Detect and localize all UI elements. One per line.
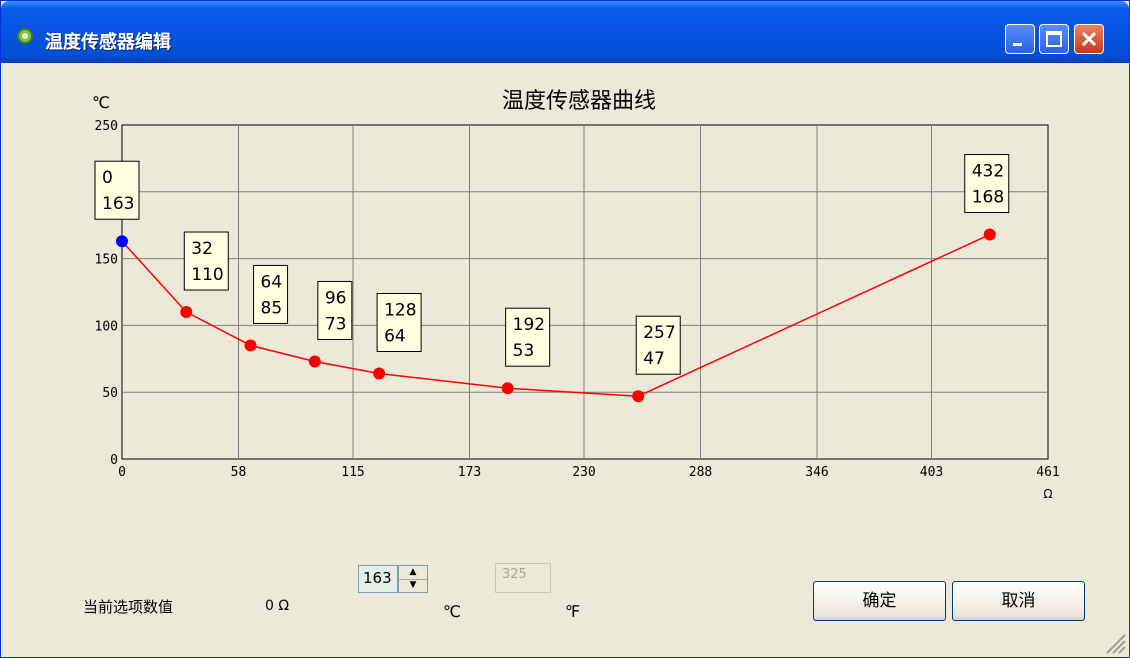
data-label-box (376, 292, 422, 352)
x-tick-label: 461 (1036, 465, 1059, 480)
data-point (308, 355, 321, 368)
x-tick-label: 230 (572, 465, 595, 480)
data-label-x: 257 (643, 323, 675, 343)
gear-icon (17, 28, 33, 44)
data-label-box (505, 307, 551, 367)
celsius-stepper[interactable]: ▲ ▼ (398, 565, 428, 593)
x-tick-label: 288 (689, 465, 712, 480)
y-tick-label: 0 (110, 453, 118, 468)
data-point (632, 390, 645, 403)
close-button[interactable] (1074, 24, 1104, 54)
data-point (244, 339, 257, 352)
data-label-x: 32 (191, 239, 213, 259)
y-tick-label: 150 (95, 253, 118, 268)
selected-data-point (116, 235, 128, 248)
celsius-unit: ℃ (443, 602, 461, 621)
x-tick-label: 115 (341, 465, 364, 480)
data-label-box (635, 315, 681, 375)
data-label-box (317, 280, 353, 340)
ok-button[interactable]: 确定 (813, 581, 946, 621)
x-tick-label: 0 (118, 465, 126, 480)
window-title: 温度传感器编辑 (45, 32, 171, 53)
celsius-input[interactable]: 163 (358, 565, 398, 593)
maximize-button[interactable] (1039, 24, 1069, 54)
y-tick-label: 100 (95, 319, 118, 334)
temperature-chart: 058115173230288346403461050100150200250温… (92, 89, 1060, 501)
data-label-x: 128 (384, 300, 416, 320)
data-label-y: 73 (325, 314, 347, 334)
data-label-y: 110 (191, 265, 223, 285)
data-point (180, 306, 193, 319)
y-tick-label: 50 (102, 386, 118, 401)
y-tick-label: 250 (95, 119, 118, 134)
x-tick-label: 58 (231, 465, 247, 480)
data-label-box (253, 264, 289, 324)
maximize-icon (1040, 25, 1068, 53)
x-tick-label: 346 (805, 465, 828, 480)
minimize-icon (1006, 25, 1034, 53)
data-label-y: 53 (513, 341, 535, 361)
data-label-y: 163 (102, 194, 134, 214)
current-value-label: 当前选项数值 (83, 598, 174, 616)
chart-title: 温度传感器曲线 (502, 89, 656, 114)
series-line (121, 233, 991, 397)
stepper-down-icon[interactable]: ▼ (409, 580, 417, 590)
data-label-y: 168 (972, 188, 1004, 208)
fahrenheit-input: 325 (495, 563, 551, 593)
data-label-y: 47 (643, 349, 665, 369)
ohm-value: 0 Ω (265, 598, 290, 614)
data-label-x: 64 (261, 272, 283, 292)
data-label-y: 64 (384, 326, 406, 346)
minimize-button[interactable] (1005, 24, 1035, 54)
stepper-up-icon[interactable]: ▲ (399, 566, 427, 580)
cancel-button[interactable]: 取消 (952, 581, 1085, 621)
resize-grip-icon[interactable] (1101, 629, 1127, 655)
data-label-box (94, 160, 140, 220)
data-label-x: 0 (102, 168, 113, 188)
data-point (983, 228, 996, 241)
data-label-box (183, 231, 229, 291)
fahrenheit-unit: ℉ (565, 602, 581, 621)
x-tick-label: 403 (920, 465, 943, 480)
data-label-box (964, 154, 1010, 214)
data-label-x: 432 (972, 162, 1004, 182)
data-point (373, 367, 386, 380)
y-axis-label: ℃ (92, 93, 110, 112)
data-label-x: 96 (325, 288, 347, 308)
title-bar[interactable]: 温度传感器编辑 (1, 1, 1129, 63)
x-tick-label: 173 (458, 465, 481, 480)
data-point (501, 382, 514, 395)
x-axis-label: Ω (1043, 487, 1052, 501)
close-icon (1075, 25, 1103, 53)
data-label-x: 192 (513, 315, 545, 335)
data-label-y: 85 (261, 298, 283, 318)
